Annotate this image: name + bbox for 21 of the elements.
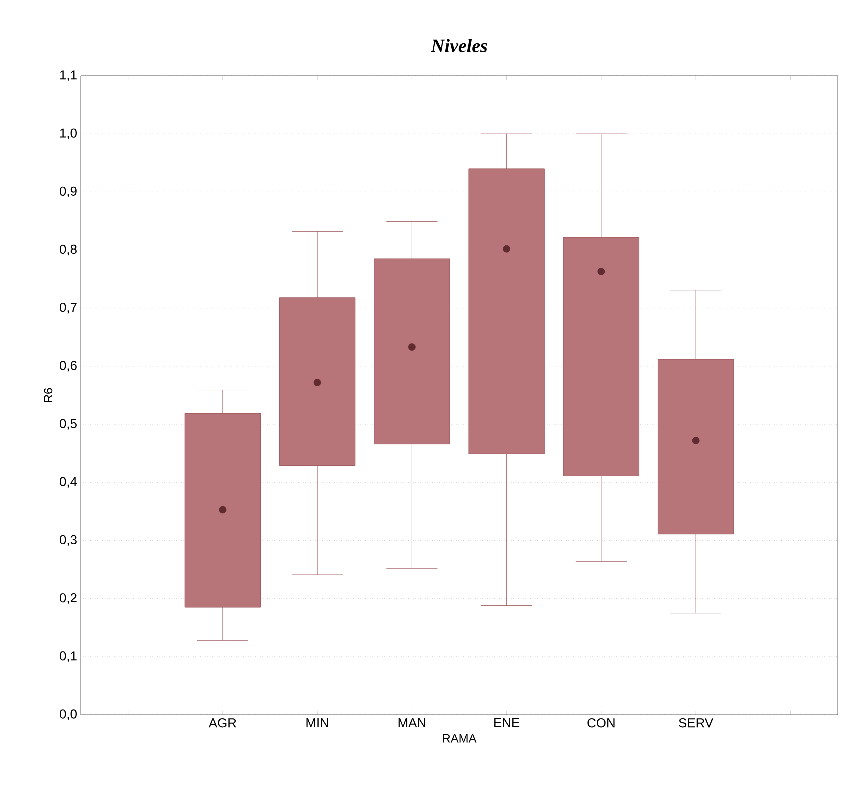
y-tick-label: 0,0 (60, 710, 77, 720)
chart-title: Niveles (430, 39, 488, 52)
y-tick-label: 0,6 (60, 361, 77, 372)
y-axis-title: R6 (44, 388, 53, 402)
x-tick-label: CON (588, 718, 615, 728)
y-tick-label: 1,0 (60, 128, 77, 140)
x-axis-title: RAMA (443, 734, 477, 743)
x-tick-label: MIN (306, 718, 328, 728)
y-tick-label: 0,5 (60, 419, 77, 430)
x-tick-label: ENE (494, 718, 520, 728)
y-tick-label: 0,2 (60, 593, 77, 604)
y-tick-label: 0,7 (60, 303, 77, 314)
y-tick-label: 0,1 (60, 652, 77, 662)
x-tick-label: SERV (679, 718, 714, 728)
y-tick-label: 0,4 (60, 477, 78, 488)
y-tick-label: 0,3 (60, 535, 77, 546)
y-tick-label: 1,1 (60, 70, 77, 82)
y-tick-label: 0,8 (60, 244, 77, 256)
x-tick-label: MAN (398, 718, 426, 728)
y-tick-label: 0,9 (60, 186, 77, 198)
x-tick-label: AGR (208, 718, 236, 728)
